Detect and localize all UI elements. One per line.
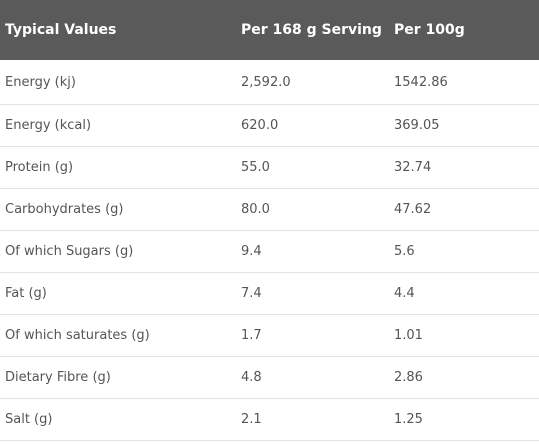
- per-100g-value: 2.86: [390, 356, 539, 399]
- per-100g-value: 47.62: [390, 188, 539, 231]
- per-serving-value: 55.0: [237, 146, 390, 189]
- table-row: Of which saturates (g) 1.7 1.01: [0, 314, 539, 357]
- row-label: Energy (kcal): [0, 104, 237, 147]
- table-row: Carbohydrates (g) 80.0 47.62: [0, 188, 539, 231]
- header-row: Typical Values Per 168 g Serving Per 100…: [0, 0, 539, 60]
- per-serving-value: 1.7: [237, 314, 390, 357]
- per-serving-value: 620.0: [237, 104, 390, 147]
- table-row: Of which Sugars (g) 9.4 5.6: [0, 230, 539, 273]
- per-serving-value: 2.1: [237, 398, 390, 441]
- table-body: Energy (kj) 2,592.0 1542.86 Energy (kcal…: [0, 60, 539, 441]
- per-serving-value: 2,592.0: [237, 60, 390, 105]
- table-row: Energy (kcal) 620.0 369.05: [0, 104, 539, 147]
- header-typical-values: Typical Values: [0, 0, 237, 60]
- row-label: Fat (g): [0, 272, 237, 315]
- per-100g-value: 369.05: [390, 104, 539, 147]
- row-label: Energy (kj): [0, 60, 237, 105]
- row-label: Dietary Fibre (g): [0, 356, 237, 399]
- table-row: Protein (g) 55.0 32.74: [0, 146, 539, 189]
- table-row: Dietary Fibre (g) 4.8 2.86: [0, 356, 539, 399]
- per-100g-value: 1.01: [390, 314, 539, 357]
- per-serving-value: 80.0: [237, 188, 390, 231]
- per-100g-value: 5.6: [390, 230, 539, 273]
- row-label: Salt (g): [0, 398, 237, 441]
- per-100g-value: 32.74: [390, 146, 539, 189]
- per-100g-value: 1542.86: [390, 60, 539, 105]
- per-100g-value: 1.25: [390, 398, 539, 441]
- header-per-serving: Per 168 g Serving: [237, 0, 390, 60]
- per-serving-value: 4.8: [237, 356, 390, 399]
- table-row: Fat (g) 7.4 4.4: [0, 272, 539, 315]
- header-per-100g: Per 100g: [390, 0, 539, 60]
- table-row: Energy (kj) 2,592.0 1542.86: [0, 60, 539, 105]
- row-label: Protein (g): [0, 146, 237, 189]
- per-serving-value: 7.4: [237, 272, 390, 315]
- row-label: Of which Sugars (g): [0, 230, 237, 273]
- per-serving-value: 9.4: [237, 230, 390, 273]
- table-row: Salt (g) 2.1 1.25: [0, 398, 539, 441]
- row-label: Of which saturates (g): [0, 314, 237, 357]
- row-label: Carbohydrates (g): [0, 188, 237, 231]
- table-header: Typical Values Per 168 g Serving Per 100…: [0, 0, 539, 60]
- per-100g-value: 4.4: [390, 272, 539, 315]
